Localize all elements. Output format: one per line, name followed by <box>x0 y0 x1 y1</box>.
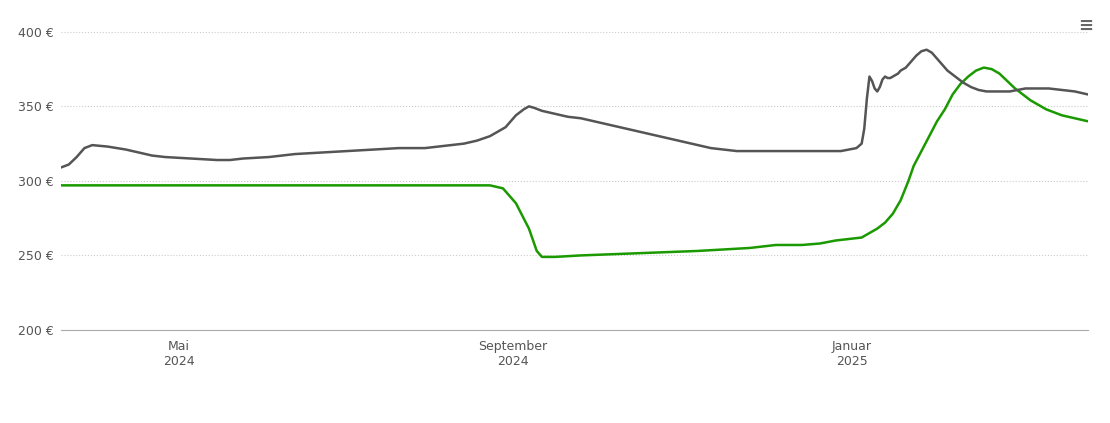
Text: ≡: ≡ <box>1078 17 1093 35</box>
Legend: lose Ware, Sackware: lose Ware, Sackware <box>466 420 683 423</box>
